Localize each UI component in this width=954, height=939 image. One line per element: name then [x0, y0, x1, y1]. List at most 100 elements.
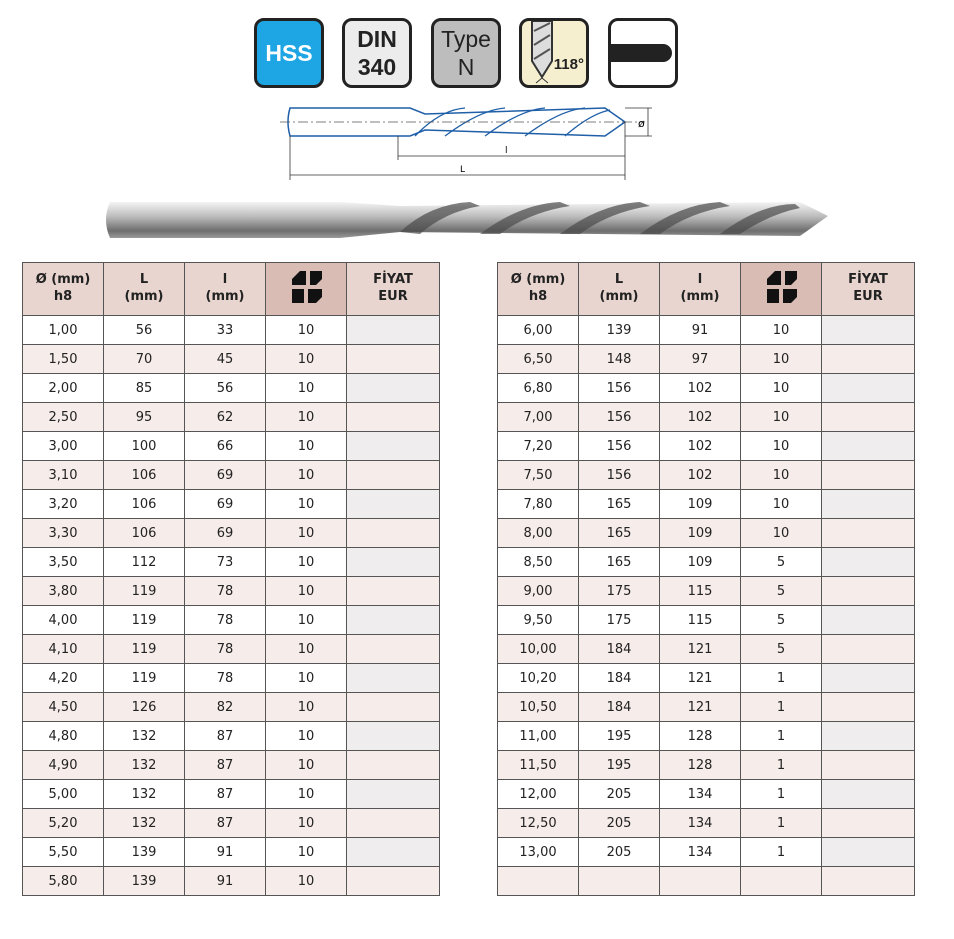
price-cell [821, 808, 915, 838]
standard-number: 340 [357, 54, 397, 80]
total-length-cell: 205 [578, 779, 660, 809]
table-row: 10,00 184 121 5 [497, 634, 915, 664]
header-line: L [614, 272, 624, 287]
package-quantity-cell: 10 [265, 373, 347, 403]
header-line: EUR [378, 289, 408, 304]
table-row: 5,00 132 87 10 [22, 779, 440, 809]
table-row: 12,00 205 134 1 [497, 779, 915, 809]
diameter-cell: 11,00 [497, 721, 579, 751]
header-line: FİYAT [373, 272, 413, 287]
drill-spec-table-left: Ø (mm) h8 L (mm) l (mm) FİYAT EUR 1,00 56 33 10 1,50… [22, 262, 440, 896]
diameter-cell: 3,10 [22, 460, 104, 490]
flute-length-cell: 69 [184, 518, 266, 548]
table-row: 3,20 106 69 10 [22, 489, 440, 519]
price-cell [346, 634, 440, 664]
total-length-cell: 139 [578, 315, 660, 345]
price-cell [821, 692, 915, 722]
package-quantity-cell: 10 [265, 837, 347, 867]
table-row: 10,50 184 121 1 [497, 692, 915, 722]
type-badge: Type N [431, 18, 501, 88]
flute-length-cell: 87 [184, 750, 266, 780]
header-line: EUR [853, 289, 883, 304]
diameter-cell: 4,80 [22, 721, 104, 751]
total-length-cell: 205 [578, 837, 660, 867]
flute-length-cell: 33 [184, 315, 266, 345]
package-quantity-cell: 10 [265, 779, 347, 809]
package-quantity-cell: 10 [740, 518, 822, 548]
flute-length-cell: 115 [659, 576, 741, 606]
flute-length-cell: 121 [659, 692, 741, 722]
package-quantity-cell: 10 [265, 750, 347, 780]
package-quantity-cell: 1 [740, 692, 822, 722]
total-length-cell: 132 [103, 721, 185, 751]
price-cell [821, 866, 915, 896]
package-quantity-cell: 10 [265, 692, 347, 722]
table-row: 8,00 165 109 10 [497, 518, 915, 548]
header-package-quantity [740, 262, 822, 316]
flute-length-cell: 102 [659, 402, 741, 432]
package-quantity-cell: 10 [740, 344, 822, 374]
diameter-cell: 3,80 [22, 576, 104, 606]
total-length-cell: 132 [103, 779, 185, 809]
diameter-cell: 9,50 [497, 605, 579, 635]
diameter-cell: 4,20 [22, 663, 104, 693]
flute-length-cell: 78 [184, 605, 266, 635]
standard-label: DIN [357, 26, 397, 52]
flute-length-cell: 97 [659, 344, 741, 374]
table-row: 7,00 156 102 10 [497, 402, 915, 432]
straight-shank-icon [611, 44, 672, 62]
total-length-cell: 95 [103, 402, 185, 432]
price-cell [821, 402, 915, 432]
total-length-cell: 148 [578, 344, 660, 374]
table-row: 5,50 139 91 10 [22, 837, 440, 867]
diameter-cell: 11,50 [497, 750, 579, 780]
price-cell [821, 605, 915, 635]
table-row: 13,00 205 134 1 [497, 837, 915, 867]
angle-label: 118° [553, 56, 584, 73]
table-row: 4,90 132 87 10 [22, 750, 440, 780]
total-length-cell: 195 [578, 750, 660, 780]
package-quantity-cell: 10 [265, 576, 347, 606]
flute-length-cell: 78 [184, 576, 266, 606]
flute-length-cell: 78 [184, 663, 266, 693]
diameter-cell: 3,30 [22, 518, 104, 548]
flute-length-cell: 73 [184, 547, 266, 577]
price-cell [346, 808, 440, 838]
price-cell [821, 518, 915, 548]
total-length-cell: 156 [578, 460, 660, 490]
flute-length-cell: 87 [184, 779, 266, 809]
header-price: FİYAT EUR [821, 262, 915, 316]
diameter-cell: 7,00 [497, 402, 579, 432]
price-cell [821, 779, 915, 809]
header-line: (mm) [599, 289, 639, 304]
package-quantity-cell: 1 [740, 808, 822, 838]
total-length-cell: 184 [578, 692, 660, 722]
header-line: Ø (mm) [510, 272, 566, 287]
flute-length-cell: 69 [184, 460, 266, 490]
diameter-cell: 1,50 [22, 344, 104, 374]
diameter-cell: 6,50 [497, 344, 579, 374]
table-row: 6,00 139 91 10 [497, 315, 915, 345]
price-cell [346, 489, 440, 519]
price-cell [346, 837, 440, 867]
package-quantity-cell: 10 [265, 402, 347, 432]
total-length-cell: 132 [103, 808, 185, 838]
diameter-cell: 4,10 [22, 634, 104, 664]
total-length-cell: 165 [578, 518, 660, 548]
diameter-cell: 1,00 [22, 315, 104, 345]
flute-length-cell: 45 [184, 344, 266, 374]
drill-bit-photo [106, 202, 828, 238]
total-length-cell: 165 [578, 547, 660, 577]
total-length-cell: 119 [103, 576, 185, 606]
flute-length-cell: 69 [184, 489, 266, 519]
package-quantity-cell: 10 [265, 518, 347, 548]
diameter-cell: 5,20 [22, 808, 104, 838]
header-line: (mm) [680, 289, 720, 304]
table-row: 7,20 156 102 10 [497, 431, 915, 461]
total-length-cell: 165 [578, 489, 660, 519]
flute-length-cell: 87 [184, 808, 266, 838]
header-line: h8 [528, 289, 548, 304]
header-diameter: Ø (mm) h8 [22, 262, 104, 316]
material-label: HSS [265, 40, 313, 66]
diameter-cell: 4,50 [22, 692, 104, 722]
